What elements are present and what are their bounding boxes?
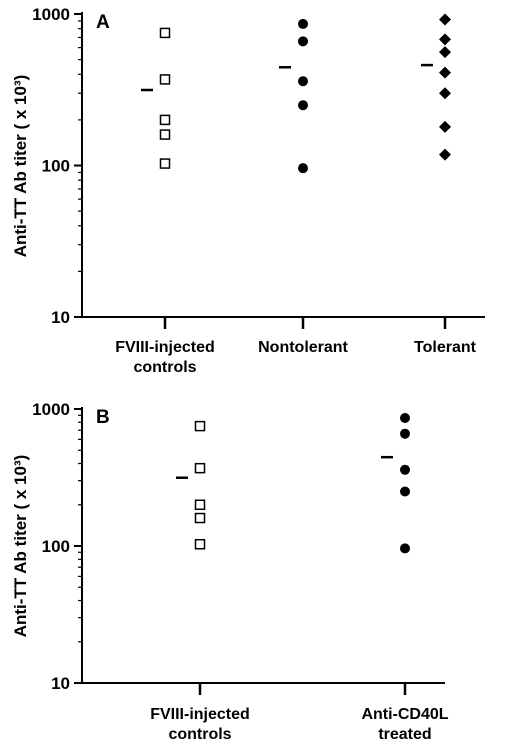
x-category-label: FVIII-injected bbox=[150, 706, 250, 723]
y-tick-label: 10 bbox=[51, 308, 70, 327]
panel-b: 1000 100 10 Anti-TT Ab titer ( x 10³) B FVIII… bbox=[11, 400, 449, 743]
data-point-diamond bbox=[439, 46, 451, 59]
data-point-diamond bbox=[439, 13, 451, 26]
data-point-square bbox=[159, 158, 171, 169]
y-tick-label: 1000 bbox=[32, 400, 70, 419]
data-point-circle bbox=[400, 543, 410, 554]
data-point-diamond bbox=[439, 87, 451, 100]
panel-a: 1000 100 10 Anti-TT Ab titer ( x 10³) A FVIII… bbox=[11, 5, 485, 376]
data-point-circle bbox=[298, 100, 308, 111]
y-axis-title: Anti-TT Ab titer ( x 10³) bbox=[11, 455, 30, 638]
data-point-circle bbox=[400, 464, 410, 475]
data-point-square bbox=[159, 129, 171, 140]
data-point-square bbox=[194, 420, 206, 432]
data-point-square bbox=[159, 27, 171, 39]
data-point-square bbox=[159, 114, 171, 126]
data-point-square bbox=[159, 74, 171, 85]
data-point-circle bbox=[298, 163, 308, 174]
y-tick-label: 1000 bbox=[32, 5, 70, 24]
data-point-square bbox=[194, 499, 206, 511]
x-category-label: treated bbox=[378, 726, 431, 743]
y-axis-title: Anti-TT Ab titer ( x 10³) bbox=[11, 75, 30, 258]
panel-letter: A bbox=[96, 12, 110, 33]
data-point-circle bbox=[298, 76, 308, 87]
data-point-diamond bbox=[439, 148, 451, 161]
panel-letter: B bbox=[96, 407, 110, 428]
data-point-square bbox=[194, 462, 206, 474]
y-tick-label: 100 bbox=[42, 537, 70, 556]
x-category-label: controls bbox=[133, 359, 196, 376]
x-category-label: Nontolerant bbox=[258, 339, 348, 356]
data-point-square bbox=[194, 538, 206, 550]
y-tick-label: 10 bbox=[51, 674, 70, 693]
data-point-diamond bbox=[439, 120, 451, 133]
data-point-circle bbox=[400, 428, 410, 439]
x-category-label: controls bbox=[168, 726, 231, 743]
x-category-label: Anti-CD40L bbox=[361, 706, 448, 723]
data-point-circle bbox=[298, 18, 308, 29]
data-point-square bbox=[194, 512, 206, 524]
x-category-label: Tolerant bbox=[414, 339, 477, 356]
y-tick-label: 100 bbox=[42, 157, 70, 176]
data-point-circle bbox=[400, 412, 410, 423]
data-point-circle bbox=[400, 486, 410, 497]
data-point-circle bbox=[298, 36, 308, 47]
x-category-label: FVIII-injected bbox=[115, 339, 215, 356]
data-point-diamond bbox=[439, 66, 451, 79]
data-point-diamond bbox=[439, 33, 451, 46]
